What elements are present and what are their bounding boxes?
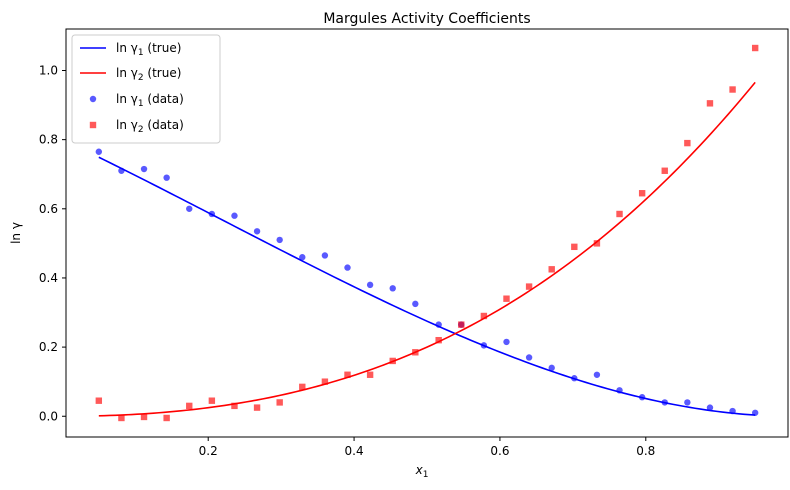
data-point-gamma2 bbox=[548, 266, 555, 273]
data-point-gamma1 bbox=[95, 148, 103, 155]
data-point-gamma1 bbox=[503, 338, 510, 346]
x-tick-label: 0.2 bbox=[199, 444, 218, 458]
data-point-gamma2 bbox=[751, 44, 759, 52]
legend-square-marker bbox=[89, 121, 97, 129]
data-point-gamma2 bbox=[186, 402, 193, 410]
y-tick-label: 0.0 bbox=[39, 409, 58, 423]
data-point-gamma2 bbox=[321, 378, 329, 385]
data-point-gamma1 bbox=[661, 399, 668, 406]
data-point-gamma2 bbox=[525, 283, 533, 290]
data-point-gamma2 bbox=[503, 295, 510, 302]
data-point-gamma2 bbox=[458, 321, 465, 328]
legend-entry-label: ln γ2 (true) bbox=[116, 66, 181, 83]
data-point-gamma2 bbox=[231, 402, 238, 410]
data-point-gamma1 bbox=[684, 399, 691, 406]
x-tick-label: 0.4 bbox=[345, 444, 364, 458]
data-point-gamma2 bbox=[706, 100, 714, 107]
data-point-gamma1 bbox=[389, 285, 396, 292]
data-point-gamma1 bbox=[299, 254, 306, 261]
data-point-gamma2 bbox=[593, 240, 601, 247]
data-point-gamma1 bbox=[140, 165, 148, 173]
data-point-gamma2 bbox=[684, 139, 691, 147]
x-axis-label: x1 bbox=[415, 463, 429, 480]
data-point-gamma1 bbox=[118, 167, 125, 174]
data-point-gamma2 bbox=[638, 190, 646, 197]
data-point-gamma1 bbox=[163, 174, 170, 181]
data-point-gamma2 bbox=[366, 371, 374, 378]
data-point-gamma2 bbox=[163, 414, 170, 422]
data-point-gamma2 bbox=[299, 383, 306, 391]
x-tick-label: 0.6 bbox=[490, 444, 509, 458]
data-point-gamma1 bbox=[593, 371, 601, 378]
y-tick-label: 0.6 bbox=[39, 202, 58, 216]
data-point-gamma1 bbox=[480, 342, 488, 349]
x-tick-label: 0.8 bbox=[636, 444, 655, 458]
line-series-2 bbox=[98, 81, 756, 417]
axes-frame bbox=[65, 28, 789, 438]
data-point-gamma1 bbox=[208, 210, 216, 218]
data-point-gamma1 bbox=[231, 212, 238, 219]
chart-title: Margules Activity Coefficients bbox=[323, 11, 530, 27]
data-point-gamma1 bbox=[548, 364, 555, 372]
y-tick-label: 1.0 bbox=[39, 63, 58, 77]
data-point-gamma2 bbox=[435, 336, 442, 344]
data-point-gamma1 bbox=[344, 264, 351, 271]
data-point-gamma2 bbox=[616, 210, 623, 218]
data-point-gamma1 bbox=[616, 387, 623, 394]
data-point-gamma1 bbox=[321, 252, 329, 259]
lines-layer bbox=[98, 81, 756, 417]
data-point-gamma1 bbox=[435, 321, 442, 328]
data-point-gamma1 bbox=[706, 404, 714, 411]
data-point-gamma2 bbox=[389, 357, 396, 365]
legend: ln γ1 (true) ln γ2 (true) ln γ1 (data) ln γ… bbox=[71, 34, 221, 144]
data-point-gamma2 bbox=[276, 399, 283, 406]
data-point-gamma1 bbox=[253, 228, 261, 235]
y-axis-ticks: 0.0 0.2 0.4 0.6 0.8 1.0 bbox=[39, 63, 66, 423]
legend-box bbox=[71, 34, 221, 144]
line-series-1 bbox=[98, 156, 756, 416]
data-point-gamma1 bbox=[571, 375, 578, 382]
data-point-gamma2 bbox=[140, 413, 148, 421]
data-point-gamma2 bbox=[480, 312, 488, 320]
data-point-gamma2 bbox=[661, 167, 668, 174]
data-point-gamma2 bbox=[208, 397, 216, 404]
y-tick-label: 0.4 bbox=[39, 271, 58, 285]
data-point-gamma2 bbox=[412, 349, 419, 356]
y-tick-label: 0.2 bbox=[39, 340, 58, 354]
data-point-gamma1 bbox=[276, 236, 283, 244]
data-point-gamma1 bbox=[751, 409, 759, 416]
data-point-gamma1 bbox=[412, 300, 419, 308]
data-point-gamma1 bbox=[366, 281, 374, 289]
data-point-gamma2 bbox=[95, 397, 103, 404]
data-point-gamma1 bbox=[186, 205, 193, 212]
legend-circle-marker bbox=[89, 95, 97, 103]
legend-entry-label: ln γ1 (true) bbox=[116, 41, 181, 58]
legend-entry-label: ln γ1 (data) bbox=[116, 92, 184, 109]
data-point-gamma2 bbox=[118, 414, 125, 422]
data-point-gamma1 bbox=[525, 354, 533, 361]
x-axis-ticks: 0.2 0.4 0.6 0.8 bbox=[199, 437, 655, 458]
y-tick-label: 0.8 bbox=[39, 133, 58, 147]
data-point-gamma2 bbox=[571, 243, 578, 251]
scatter-layer bbox=[95, 44, 759, 422]
legend-entry-label: ln γ2 (data) bbox=[116, 118, 184, 135]
data-point-gamma2 bbox=[344, 371, 351, 378]
data-point-gamma2 bbox=[729, 86, 736, 93]
data-point-gamma1 bbox=[638, 394, 646, 401]
data-point-gamma2 bbox=[253, 404, 261, 411]
y-axis-label: ln γ bbox=[9, 222, 23, 244]
data-point-gamma1 bbox=[729, 407, 736, 415]
